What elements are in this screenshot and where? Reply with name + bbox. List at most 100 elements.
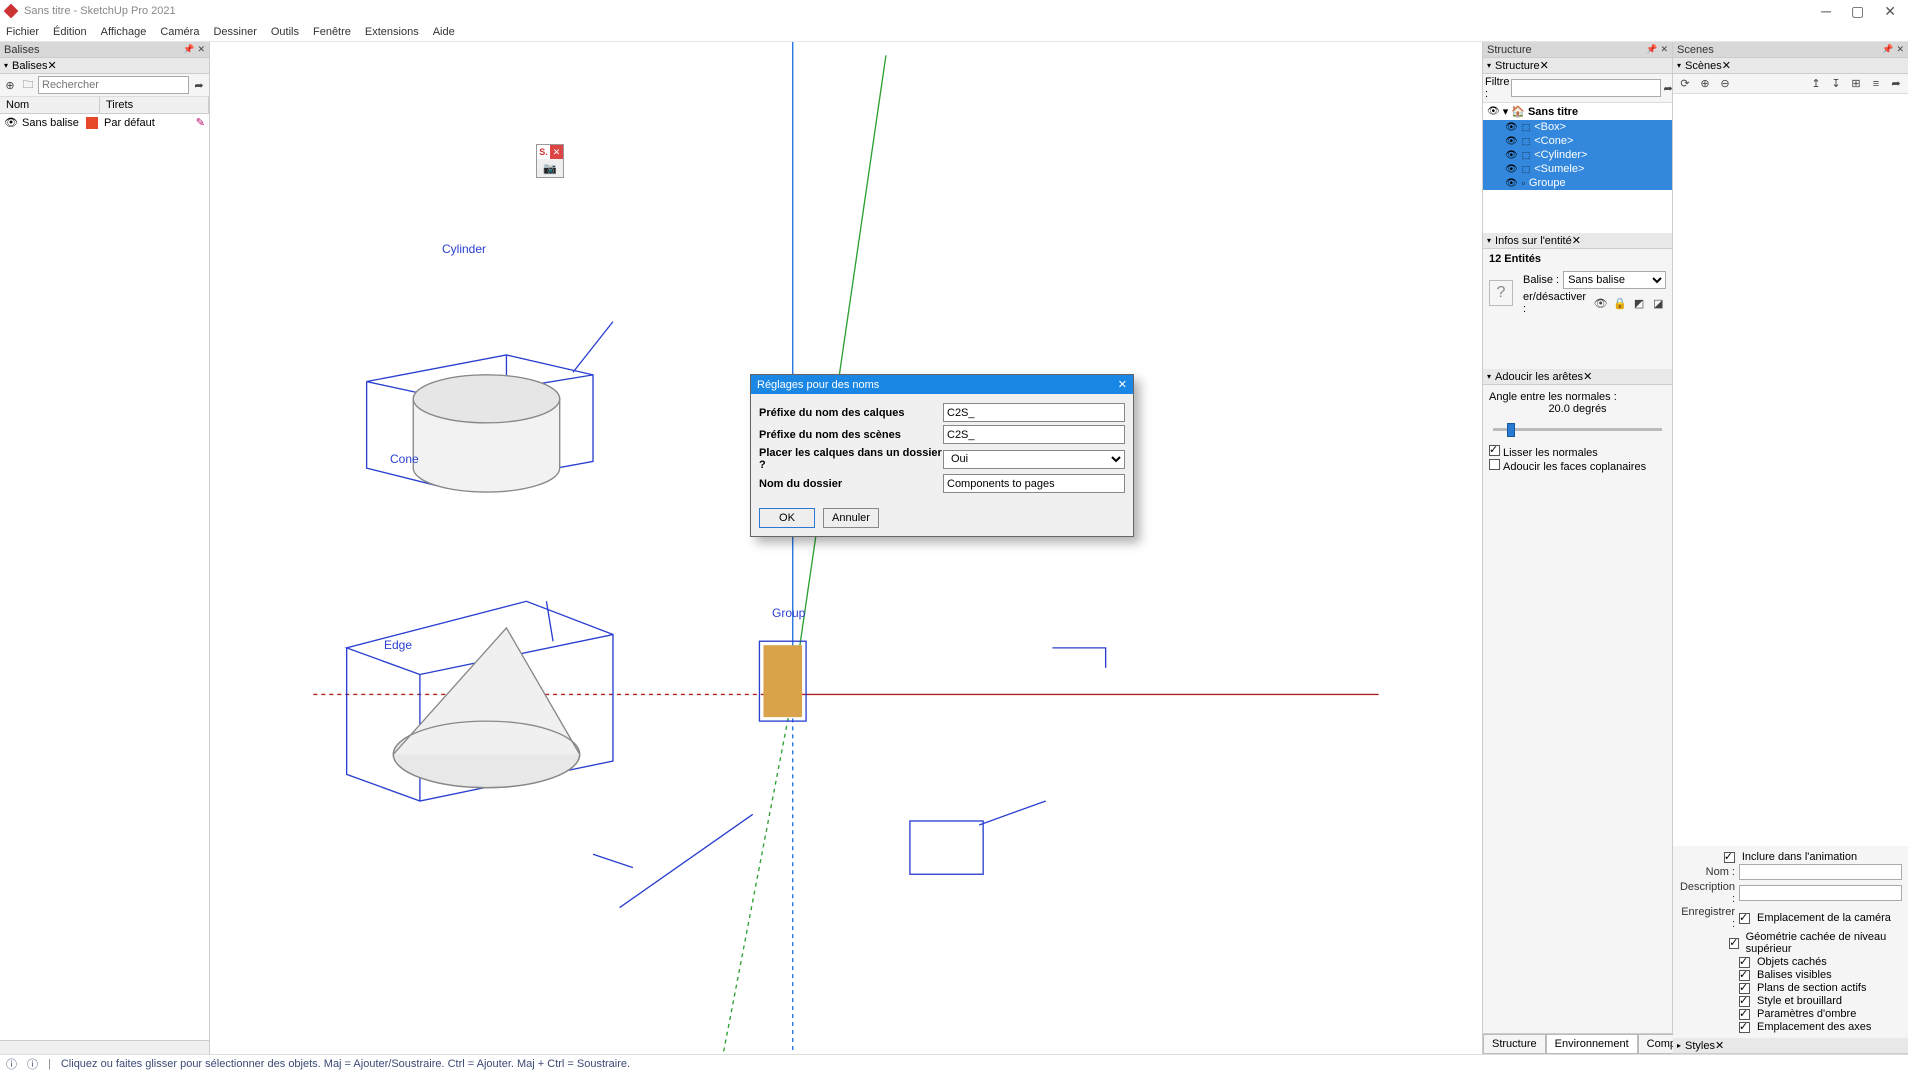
menu-file[interactable]: Fichier (6, 26, 39, 38)
window-titlebar: Sans titre - SketchUp Pro 2021 ─ ▢ ✕ (0, 0, 1908, 22)
label-group: Group (772, 606, 805, 620)
lock-icon[interactable]: 🔒 (1612, 295, 1627, 311)
tags-panel-header: Balises 📌✕ (0, 42, 209, 58)
scene-opt-checkbox[interactable] (1739, 970, 1750, 981)
scene-list-icon[interactable]: ≡ (1868, 76, 1884, 92)
entity-info-header[interactable]: ▾Infos sur l'entité ✕ (1483, 233, 1672, 249)
floating-toolbar[interactable]: S.✕ 📷 (536, 144, 564, 178)
camera-icon[interactable]: 📷 (537, 159, 563, 177)
tag-search-input[interactable] (38, 76, 189, 94)
outliner-item: 👁⬚<Box> (1483, 120, 1672, 134)
tag-color-swatch[interactable] (86, 117, 98, 129)
tag-row[interactable]: 👁 Sans balise Par défaut ✎ (0, 114, 209, 131)
close-panel-icon[interactable]: ✕ (197, 44, 205, 55)
name-settings-dialog: Réglages pour des noms ✕ Préfixe du nom … (750, 374, 1134, 537)
label-cone: Cone (390, 452, 419, 466)
eye-icon[interactable]: 👁 (4, 116, 16, 129)
dialog-close-icon[interactable]: ✕ (1118, 378, 1127, 391)
scenes-sub-header[interactable]: ▾Scènes ✕ (1673, 58, 1908, 74)
menu-edit[interactable]: Édition (53, 26, 87, 38)
menu-draw[interactable]: Dessiner (213, 26, 256, 38)
shadow-icon[interactable]: ◩ (1631, 295, 1646, 311)
menu-tools[interactable]: Outils (271, 26, 299, 38)
scene-remove-icon[interactable]: ⊖ (1717, 76, 1733, 92)
ok-button[interactable]: OK (759, 508, 815, 528)
pin-icon[interactable]: 📌 (1646, 44, 1657, 55)
shadow2-icon[interactable]: ◪ (1651, 295, 1666, 311)
scene-opt-checkbox[interactable] (1739, 996, 1750, 1007)
scene-up-icon[interactable]: ↥ (1808, 76, 1824, 92)
outliner-panel-header: Structure 📌✕ (1483, 42, 1672, 58)
window-title: Sans titre - SketchUp Pro 2021 (24, 5, 176, 17)
tags-sub-header[interactable]: ▾Balises ✕ (0, 58, 209, 74)
entity-count: 12 Entités (1489, 253, 1541, 265)
scene-opt-checkbox[interactable] (1729, 938, 1738, 949)
smooth-normals-checkbox[interactable] (1489, 445, 1500, 456)
scene-opt-checkbox[interactable] (1739, 957, 1750, 968)
menu-camera[interactable]: Caméra (160, 26, 199, 38)
info-icon[interactable]: ⓘ (6, 1056, 17, 1072)
scene-opt-checkbox[interactable] (1739, 1022, 1750, 1033)
scenes-panel-header: Scenes 📌✕ (1673, 42, 1908, 58)
layers-prefix-input[interactable] (943, 403, 1125, 422)
outliner-item: 👁⬚<Cone> (1483, 134, 1672, 148)
viewport[interactable]: Cylinder Cone Edge Group S.✕ 📷 Réglages … (210, 42, 1483, 1054)
folder-tag-icon[interactable]: 🗀 (20, 77, 36, 93)
outliner-item: 👁⬚<Sumele> (1483, 162, 1672, 176)
tag-menu-icon[interactable]: ➦ (191, 77, 207, 93)
scene-opt-checkbox[interactable] (1739, 1009, 1750, 1020)
close-panel-icon[interactable]: ✕ (1896, 44, 1904, 55)
tab-structure[interactable]: Structure (1483, 1034, 1546, 1054)
scenes-prefix-input[interactable] (943, 425, 1125, 444)
menu-extensions[interactable]: Extensions (365, 26, 419, 38)
scene-name-input[interactable] (1739, 864, 1902, 880)
menubar: Fichier Édition Affichage Caméra Dessine… (0, 22, 1908, 42)
outliner-filter-input[interactable] (1511, 79, 1661, 97)
close-sub-icon[interactable]: ✕ (47, 59, 56, 72)
close-panel-icon[interactable]: ✕ (1660, 44, 1668, 55)
pin-icon[interactable]: 📌 (1882, 44, 1893, 55)
scene-menu-icon[interactable]: ➦ (1888, 76, 1904, 92)
soften-header[interactable]: ▾Adoucir les arêtes ✕ (1483, 369, 1672, 385)
styles-header[interactable]: ▸Styles ✕ (1673, 1038, 1908, 1054)
soften-slider[interactable] (1489, 421, 1666, 439)
folder-select[interactable]: Oui (943, 450, 1125, 469)
scene-down-icon[interactable]: ↧ (1828, 76, 1844, 92)
dialog-titlebar[interactable]: Réglages pour des noms ✕ (751, 375, 1133, 394)
minimize-icon[interactable]: ─ (1821, 3, 1831, 20)
label-edge: Edge (384, 638, 412, 652)
menu-help[interactable]: Aide (433, 26, 455, 38)
app-icon (4, 4, 18, 18)
include-anim-checkbox[interactable] (1724, 852, 1735, 863)
menu-window[interactable]: Fenêtre (313, 26, 351, 38)
tab-environment[interactable]: Environnement (1546, 1034, 1638, 1054)
outliner-item: 👁⬚<Cylinder> (1483, 148, 1672, 162)
add-tag-icon[interactable]: ⊕ (2, 77, 18, 93)
tag-column-headers: Nom Tirets (0, 97, 209, 114)
pencil-icon[interactable]: ✎ (196, 116, 205, 129)
visibility-icon[interactable]: 👁 (1593, 295, 1608, 311)
scene-desc-input[interactable] (1739, 885, 1902, 901)
status-text: Cliquez ou faites glisser pour sélection… (61, 1058, 630, 1070)
scene-add-icon[interactable]: ⊕ (1697, 76, 1713, 92)
soften-coplanar-checkbox[interactable] (1489, 459, 1500, 470)
outliner-item: 👁▫Groupe (1483, 176, 1672, 190)
scene-opt-checkbox[interactable] (1739, 983, 1750, 994)
user-icon[interactable]: ⓘ (27, 1056, 38, 1072)
scene-opt-checkbox[interactable] (1739, 913, 1750, 924)
label-cylinder: Cylinder (442, 242, 486, 256)
outliner-tree[interactable]: 👁▾🏠Sans titre 👁⬚<Box> 👁⬚<Cone> 👁⬚<Cylind… (1483, 103, 1672, 233)
statusbar: ⓘ ⓘ | Cliquez ou faites glisser pour sél… (0, 1054, 1908, 1072)
scene-refresh-icon[interactable]: ⟳ (1677, 76, 1693, 92)
menu-view[interactable]: Affichage (101, 26, 147, 38)
close-icon[interactable]: ✕ (1884, 3, 1896, 20)
scene-view-icon[interactable]: ⊞ (1848, 76, 1864, 92)
folder-name-input[interactable] (943, 474, 1125, 493)
cancel-button[interactable]: Annuler (823, 508, 879, 528)
pin-icon[interactable]: 📌 (183, 44, 194, 55)
outliner-menu-icon[interactable]: ➦ (1663, 80, 1672, 96)
entity-tag-select[interactable]: Sans balise (1563, 271, 1666, 289)
entity-thumb: ? (1489, 280, 1513, 306)
maximize-icon[interactable]: ▢ (1851, 3, 1864, 20)
outliner-sub-header[interactable]: ▾Structure ✕ (1483, 58, 1672, 74)
